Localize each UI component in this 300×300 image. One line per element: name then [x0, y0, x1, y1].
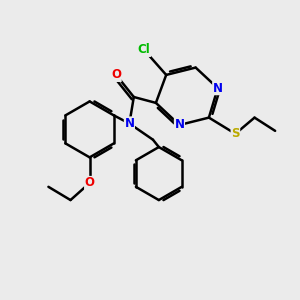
Text: N: N: [213, 82, 223, 95]
Text: O: O: [111, 68, 121, 81]
Text: S: S: [231, 127, 240, 140]
Text: Cl: Cl: [138, 44, 151, 56]
Text: O: O: [85, 176, 94, 190]
Text: N: N: [174, 118, 184, 131]
Text: N: N: [124, 117, 134, 130]
